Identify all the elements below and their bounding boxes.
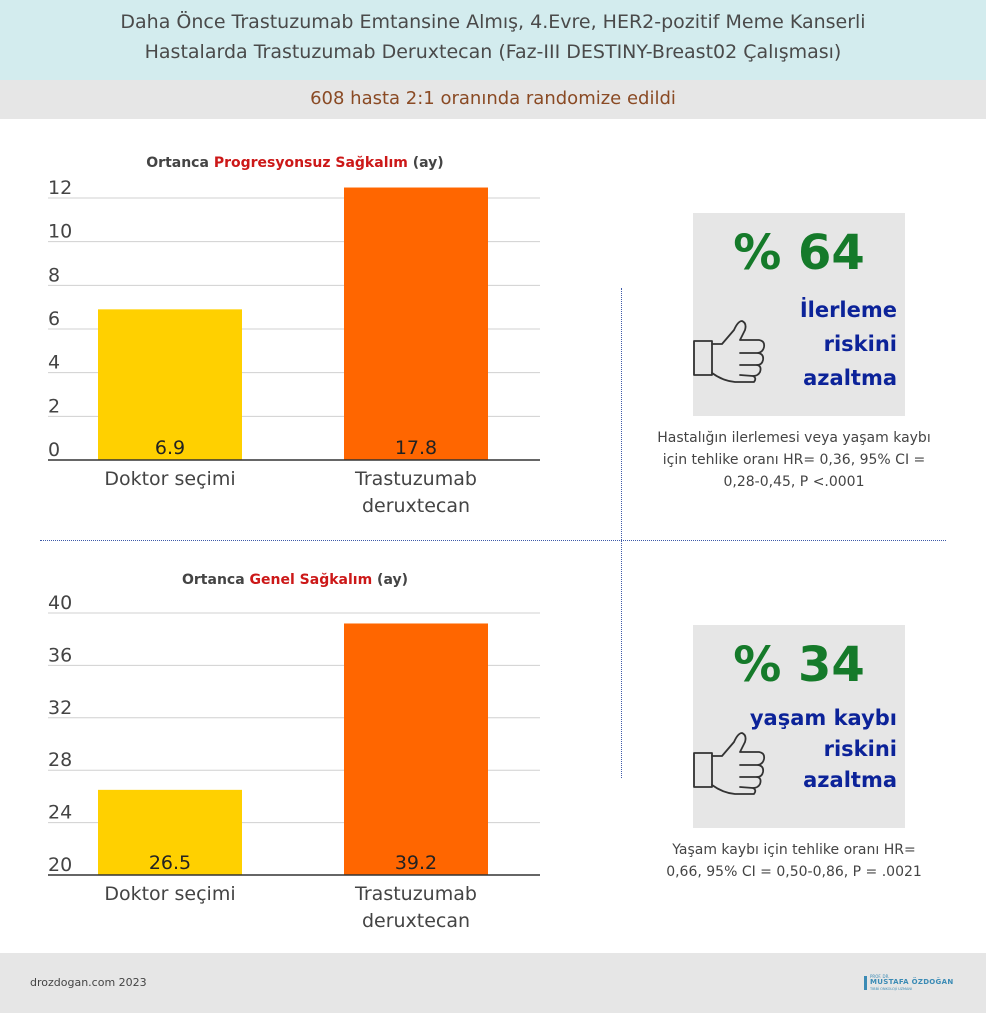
x-category-label: deruxtecan xyxy=(362,910,470,932)
pfs-title-suffix: (ay) xyxy=(407,155,444,171)
progression-text-line-3: azaltma xyxy=(803,366,897,390)
survival-text-line-2: riskini xyxy=(823,737,897,761)
y-tick-label: 28 xyxy=(48,749,72,771)
survival-risk-box: % 34 yaşam kaybı riskini azaltma xyxy=(693,625,905,828)
progression-risk-box: % 64 İlerleme riskini azaltma xyxy=(693,213,905,416)
thumbs-up-icon xyxy=(693,732,766,795)
os-bar-chart: 20 24 28 32 36 40 26.5 Doktor seçimi 39.2 Trastuz… xyxy=(48,595,540,932)
os-title-suffix: (ay) xyxy=(372,572,408,588)
y-tick-label: 4 xyxy=(48,352,60,374)
header-banner xyxy=(0,0,986,80)
x-category-label: Trastuzumab xyxy=(354,468,477,490)
page-title-line-2: Hastalarda Trastuzumab Deruxtecan (Faz-I… xyxy=(144,41,842,63)
bar-1 xyxy=(344,623,488,875)
progression-text: İlerleme riskini azaltma xyxy=(800,293,897,395)
y-tick-label: 12 xyxy=(48,180,72,199)
y-tick-label: 36 xyxy=(48,644,72,666)
bar-value-label: 39.2 xyxy=(395,852,437,874)
y-tick-label: 0 xyxy=(48,439,60,461)
page-subtitle: 608 hasta 2:1 oranında randomize edildi xyxy=(310,88,676,109)
footer-site[interactable]: drozdogan.com 2023 xyxy=(30,976,147,989)
progression-text-line-1: İlerleme xyxy=(799,298,897,322)
bar-0 xyxy=(98,789,242,875)
bar-value-label: 17.8 xyxy=(395,437,437,459)
horizontal-divider xyxy=(40,540,946,541)
y-tick-label: 10 xyxy=(48,221,72,243)
x-category-label: Trastuzumab xyxy=(354,883,477,905)
survival-percent: % 34 xyxy=(733,637,865,693)
survival-text-line-1: yaşam kaybı xyxy=(749,706,897,730)
logo-name: MUSTAFA ÖZDOĞAN xyxy=(870,978,954,986)
progression-hr-note: Hastalığın ilerlemesi veya yaşam kaybı i… xyxy=(657,430,931,490)
thumbs-up-icon xyxy=(693,320,766,383)
x-category-label: Doktor seçimi xyxy=(104,468,235,490)
survival-text: yaşam kaybı riskini azaltma xyxy=(750,703,897,796)
subheader-banner xyxy=(0,80,986,119)
pfs-bar-chart: 0 2 4 6 8 10 12 6.9 Doktor seçimi 17.8 Trastuzumab… xyxy=(48,180,540,517)
y-tick-label: 6 xyxy=(48,308,60,330)
vertical-divider xyxy=(621,288,622,778)
x-category-label: deruxtecan xyxy=(362,495,470,517)
y-tick-label: 8 xyxy=(48,264,60,286)
pfs-title-highlight: Progresyonsuz Sağkalım xyxy=(213,155,408,171)
survival-hr-note: Yaşam kaybı için tehlike oranı HR= 0,66,… xyxy=(666,842,922,880)
bar-0 xyxy=(98,309,242,460)
y-tick-label: 2 xyxy=(48,395,60,417)
os-chart-title: Ortanca Genel Sağkalım (ay) xyxy=(45,572,545,588)
footer xyxy=(0,953,986,1013)
survival-text-line-3: azaltma xyxy=(803,768,897,792)
logo-bar xyxy=(864,976,867,990)
y-tick-label: 20 xyxy=(48,854,72,876)
y-tick-label: 32 xyxy=(48,697,72,719)
os-title-prefix: Ortanca xyxy=(182,572,250,588)
bar-1 xyxy=(344,187,488,460)
pfs-chart-title: Ortanca Progresyonsuz Sağkalım (ay) xyxy=(45,155,545,171)
author-logo: PROF. DR. MUSTAFA ÖZDOĞAN TIBBİ ONKOLOJİ… xyxy=(864,974,964,992)
y-tick-label: 40 xyxy=(48,595,72,614)
os-title-highlight: Genel Sağkalım xyxy=(249,572,373,588)
x-category-label: Doktor seçimi xyxy=(104,883,235,905)
bar-value-label: 26.5 xyxy=(149,852,191,874)
page-title-line-1: Daha Önce Trastuzumab Emtansine Almış, 4… xyxy=(120,11,866,33)
bar-value-label: 6.9 xyxy=(155,437,185,459)
progression-text-line-2: riskini xyxy=(823,332,897,356)
pfs-title-prefix: Ortanca xyxy=(146,155,214,171)
logo-tagline: TIBBİ ONKOLOJİ UZMANI xyxy=(870,987,913,991)
logo-small-text: PROF. DR. xyxy=(870,974,890,979)
y-tick-label: 24 xyxy=(48,802,72,824)
progression-percent: % 64 xyxy=(733,225,865,281)
